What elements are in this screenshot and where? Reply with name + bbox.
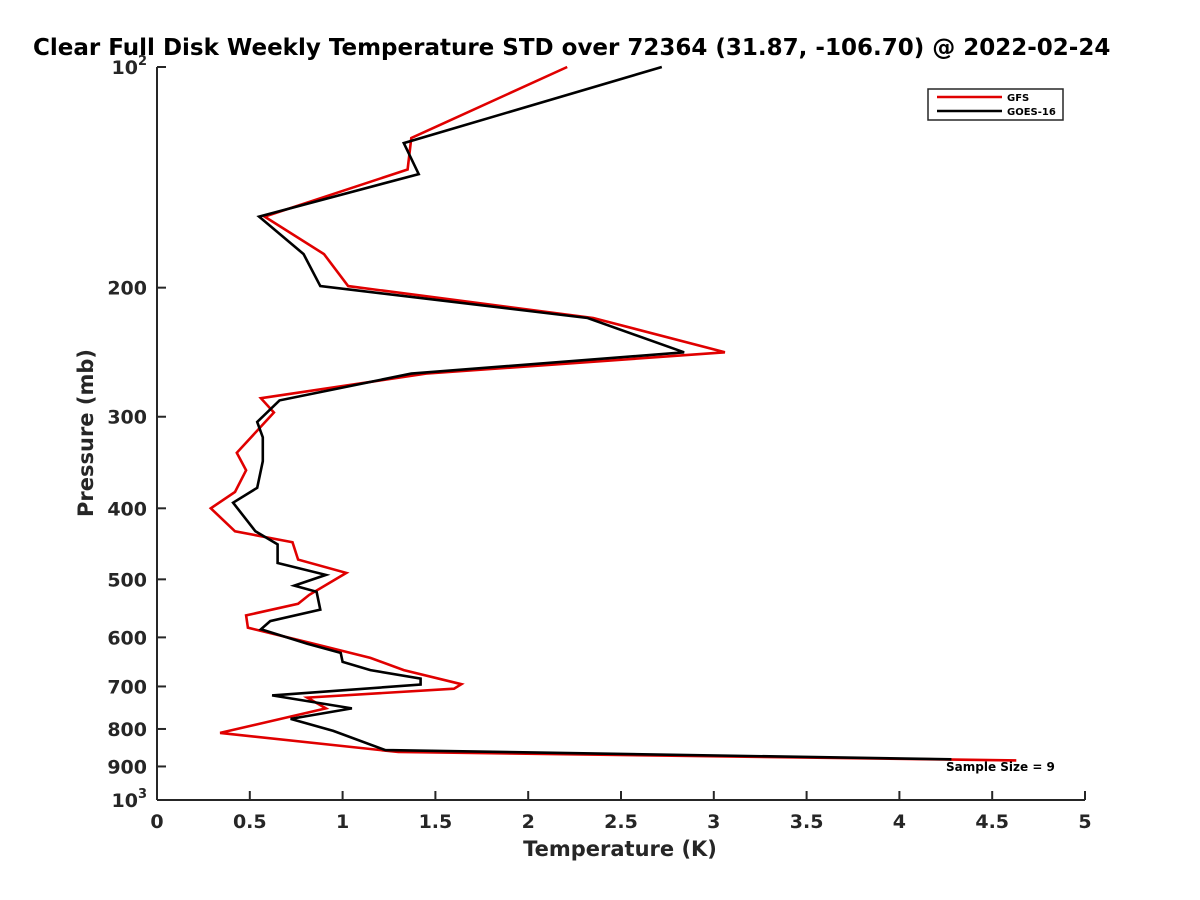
x-tick-label: 1 bbox=[336, 811, 349, 833]
x-tick-label: 2.5 bbox=[604, 811, 638, 833]
y-axis-label: Pressure (mb) bbox=[74, 349, 98, 517]
y-tick-labels: 102 200 300 400 500 600 700 800 900 103 bbox=[107, 54, 147, 812]
x-tick-label: 3.5 bbox=[790, 811, 824, 833]
y-tick-label: 800 bbox=[107, 719, 147, 741]
axes bbox=[156, 66, 1086, 801]
legend-box bbox=[927, 88, 1064, 121]
x-tick-label: 0.5 bbox=[233, 811, 267, 833]
x-axis-label: Temperature (K) bbox=[523, 837, 717, 861]
y-tick-label: 700 bbox=[107, 676, 147, 698]
legend-label-goes16: GOES-16 bbox=[1007, 107, 1056, 118]
y-tick-label: 200 bbox=[107, 278, 147, 300]
y-tick-label: 600 bbox=[107, 627, 147, 649]
x-tick-label: 2 bbox=[522, 811, 535, 833]
x-tick-label: 0 bbox=[150, 811, 163, 833]
y-tick-label: 500 bbox=[107, 569, 147, 591]
series-line-goes16 bbox=[231, 65, 952, 761]
x-tick-labels: 0 0.5 1 1.5 2 2.5 3 3.5 4 4.5 5 bbox=[150, 811, 1091, 833]
x-tick-label: 5 bbox=[1078, 811, 1091, 833]
series-lines bbox=[208, 65, 1017, 762]
y-tick-label: 103 bbox=[112, 787, 148, 812]
series-line-gfs bbox=[208, 65, 1017, 762]
x-tick-label: 4 bbox=[893, 811, 906, 833]
legend: GFS GOES-16 bbox=[927, 88, 1064, 121]
x-tick-label: 1.5 bbox=[419, 811, 453, 833]
y-tick-label: 102 bbox=[112, 54, 148, 79]
y-tick-label: 400 bbox=[107, 498, 147, 520]
x-tick-label: 3 bbox=[707, 811, 720, 833]
y-tick-label: 300 bbox=[107, 407, 147, 429]
x-tick-label: 4.5 bbox=[975, 811, 1009, 833]
y-tick-label: 900 bbox=[107, 756, 147, 778]
sample-size-annotation: Sample Size = 9 bbox=[946, 760, 1055, 774]
legend-label-gfs: GFS bbox=[1007, 93, 1029, 104]
chart-title: Clear Full Disk Weekly Temperature STD o… bbox=[33, 35, 1110, 61]
